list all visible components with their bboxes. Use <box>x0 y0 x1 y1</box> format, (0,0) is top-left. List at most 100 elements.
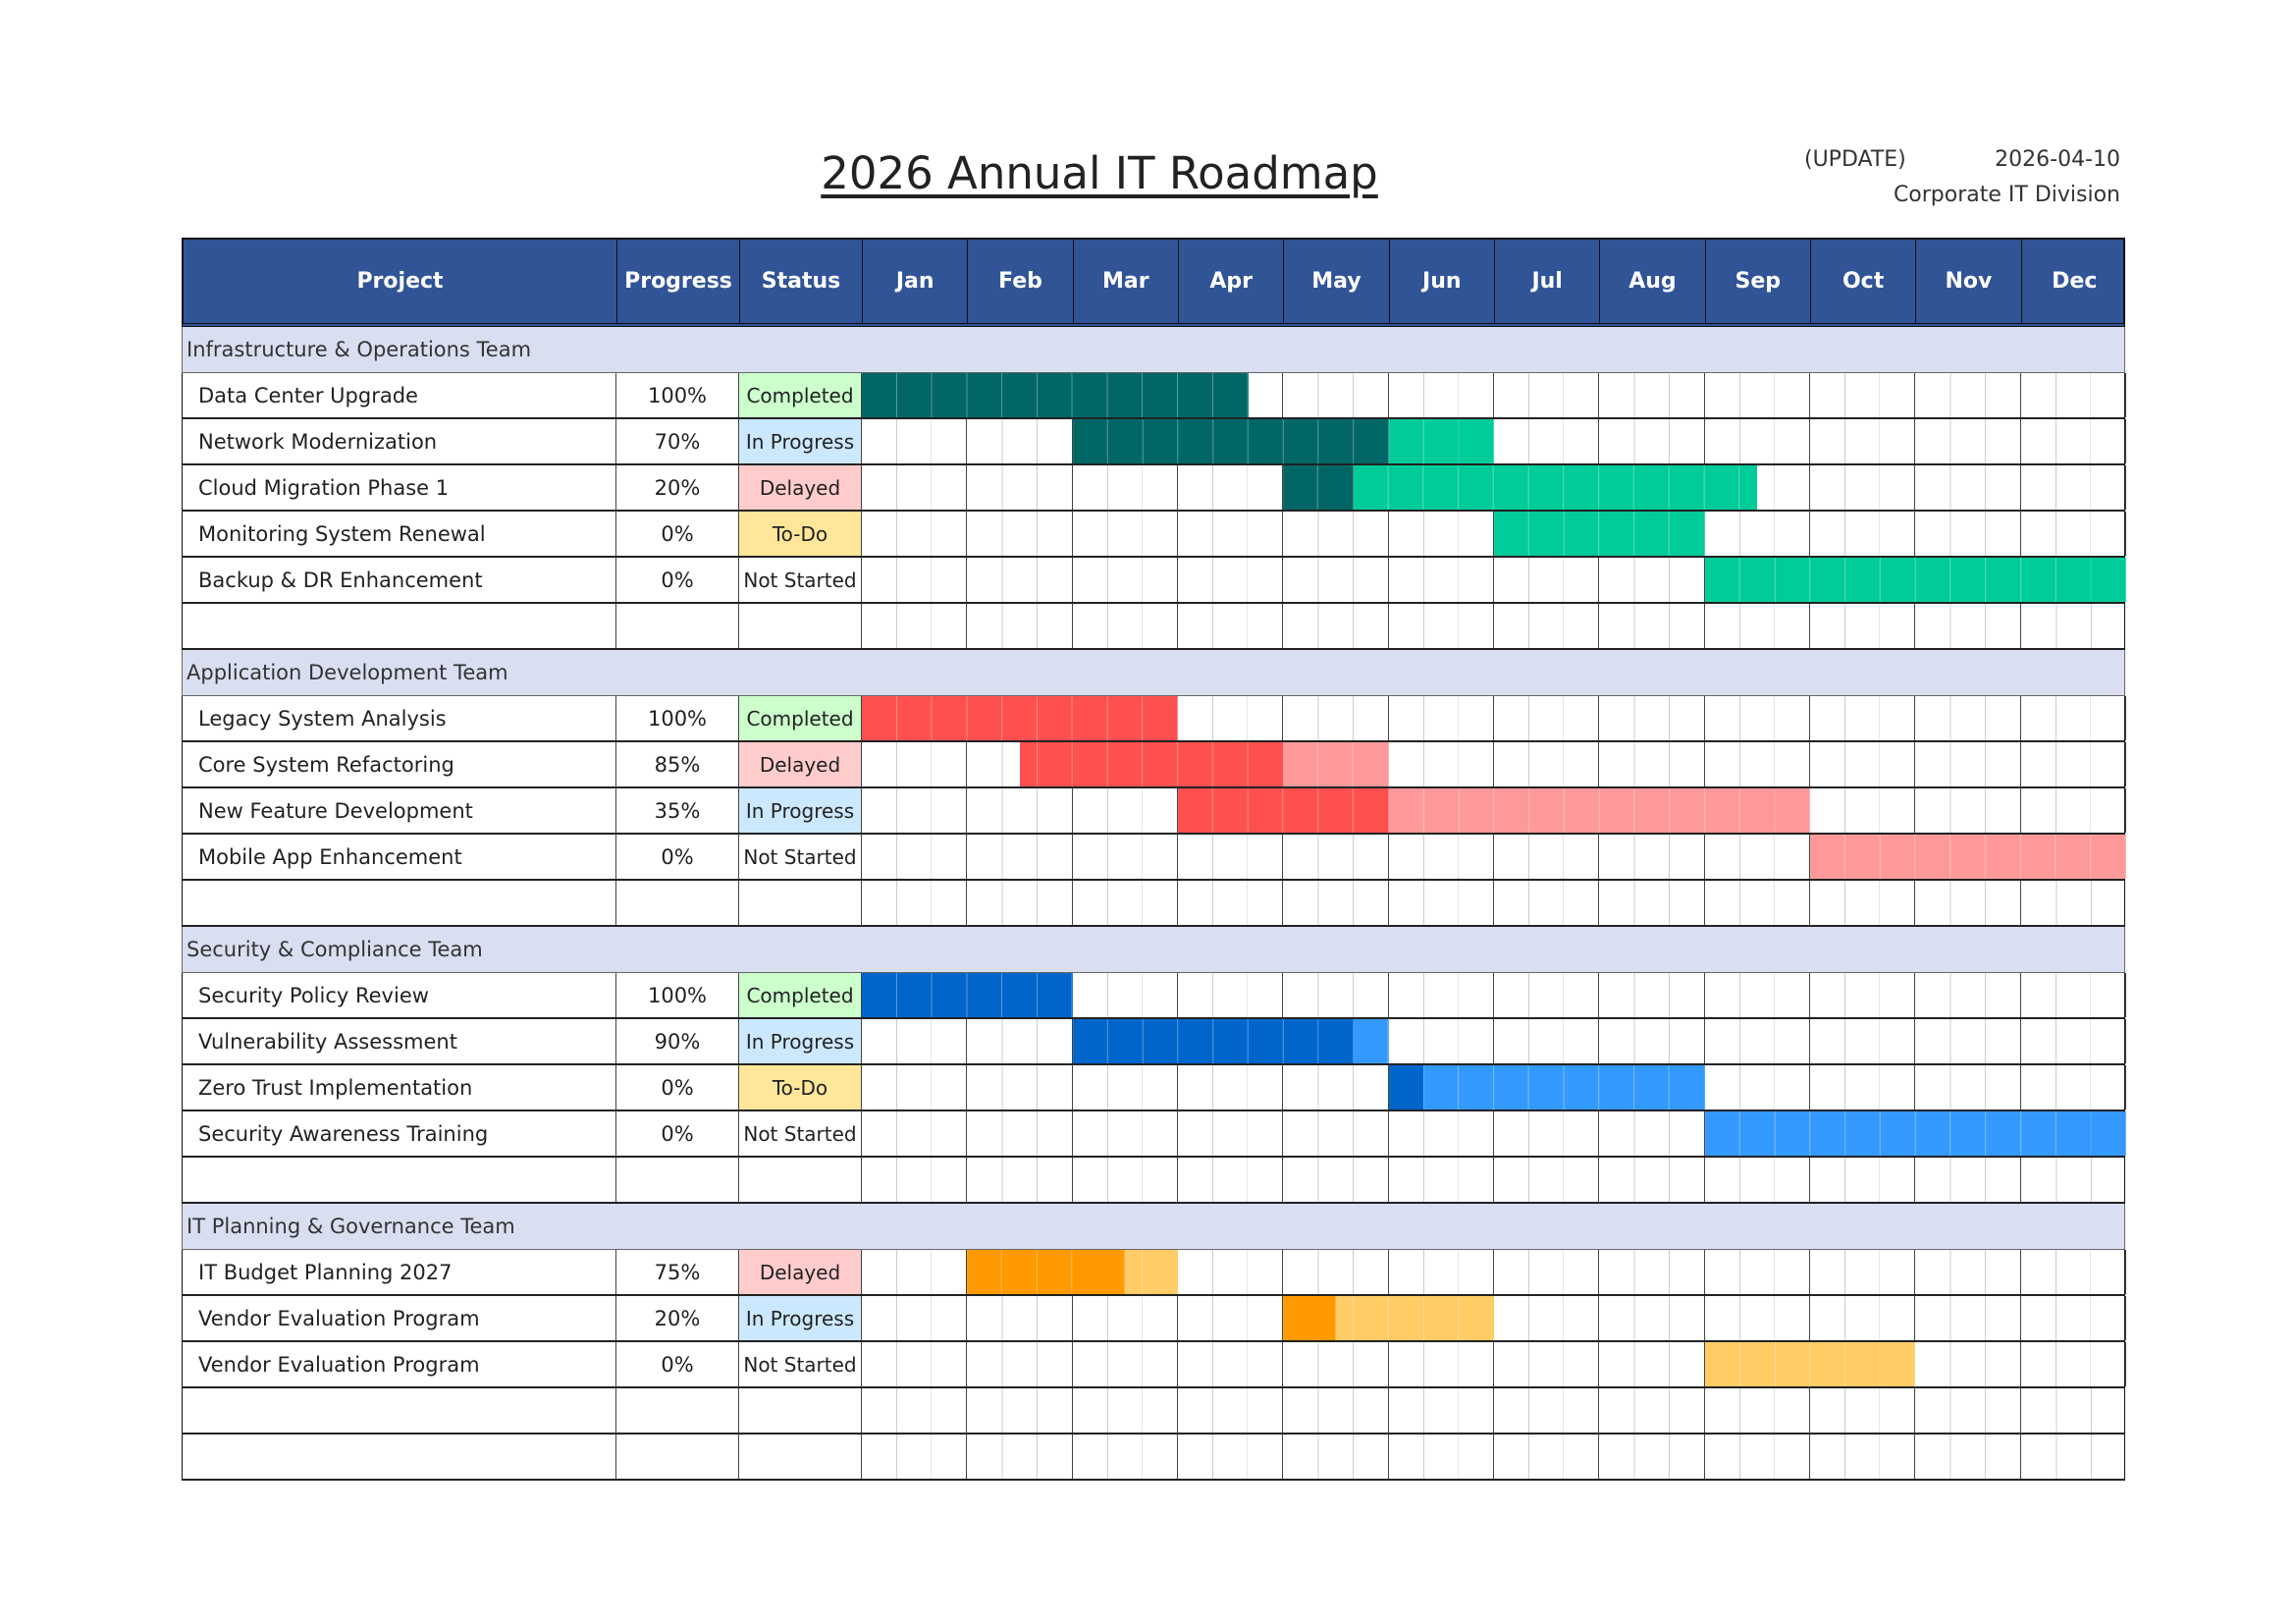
month-cell <box>1809 835 1916 879</box>
month-cell <box>1915 1435 2021 1479</box>
month-cell <box>1177 419 1284 463</box>
month-cell <box>1915 604 2021 648</box>
month-cell <box>1599 696 1705 740</box>
month-cell <box>1599 604 1705 648</box>
month-cell <box>1177 1250 1284 1294</box>
table-row: Vulnerability Assessment 90% In Progress <box>182 1019 2126 1065</box>
month-cell <box>1915 1111 2021 1156</box>
month-cell <box>862 1158 968 1202</box>
update-label: (UPDATE) <box>1804 147 1906 172</box>
month-cell <box>1177 465 1284 510</box>
month-cell <box>1177 1065 1284 1110</box>
project-name[interactable]: Monitoring System Renewal <box>183 512 616 556</box>
month-cell <box>1599 465 1705 510</box>
month-cell <box>2020 1250 2126 1294</box>
month-cell <box>967 1065 1073 1110</box>
month-cell <box>2020 696 2126 740</box>
table-row: Backup & DR Enhancement 0% Not Started <box>182 558 2126 604</box>
project-name[interactable]: Mobile App Enhancement <box>183 835 616 879</box>
progress-value: 90% <box>616 1019 739 1063</box>
month-cell <box>967 465 1073 510</box>
status-badge: To-Do <box>739 1065 862 1110</box>
project-name[interactable]: New Feature Development <box>183 788 616 833</box>
project-name[interactable]: Core System Refactoring <box>183 742 616 786</box>
month-cell <box>967 1296 1073 1340</box>
project-name[interactable] <box>183 1388 616 1433</box>
month-cell <box>1177 696 1284 740</box>
header-month-may: May <box>1284 240 1390 323</box>
header-month-feb: Feb <box>968 240 1074 323</box>
month-cell <box>1915 419 2021 463</box>
project-name[interactable]: Zero Trust Implementation <box>183 1065 616 1110</box>
month-cell <box>967 1158 1073 1202</box>
month-cell <box>1283 1250 1389 1294</box>
month-cell <box>1283 742 1389 786</box>
month-cell <box>2020 1342 2126 1386</box>
month-cell <box>1599 1019 1705 1063</box>
project-name[interactable]: Backup & DR Enhancement <box>183 558 616 602</box>
month-cell <box>1177 835 1284 879</box>
header-month-apr: Apr <box>1179 240 1285 323</box>
month-cell <box>1493 1342 1600 1386</box>
month-cell <box>862 1342 968 1386</box>
month-cell <box>1809 558 1916 602</box>
progress-value <box>616 1435 739 1479</box>
month-cell <box>1388 1342 1494 1386</box>
empty-row <box>182 1158 2126 1204</box>
month-cell <box>1388 1296 1494 1340</box>
month-cell <box>1915 1065 2021 1110</box>
month-cell <box>2020 604 2126 648</box>
month-cell <box>862 1111 968 1156</box>
project-name[interactable]: Vendor Evaluation Program <box>183 1342 616 1386</box>
progress-value <box>616 1388 739 1433</box>
month-cell <box>1388 696 1494 740</box>
month-cell <box>1809 742 1916 786</box>
header-status: Status <box>740 240 863 323</box>
month-cell <box>1072 881 1178 925</box>
progress-value <box>616 604 739 648</box>
month-cell <box>1704 512 1810 556</box>
month-cell <box>1283 1158 1389 1202</box>
month-cell <box>1493 1250 1600 1294</box>
project-name[interactable] <box>183 881 616 925</box>
project-name[interactable]: Vulnerability Assessment <box>183 1019 616 1063</box>
project-name[interactable]: Security Awareness Training <box>183 1111 616 1156</box>
month-cell <box>1388 465 1494 510</box>
project-name[interactable]: Cloud Migration Phase 1 <box>183 465 616 510</box>
month-cell <box>1283 973 1389 1017</box>
month-cell <box>1493 1158 1600 1202</box>
month-cell <box>1599 835 1705 879</box>
month-cell <box>1177 788 1284 833</box>
table-row: Core System Refactoring 85% Delayed <box>182 742 2126 788</box>
month-cell <box>1809 1065 1916 1110</box>
month-cell <box>967 1435 1073 1479</box>
month-cell <box>1493 835 1600 879</box>
month-cell <box>1072 1158 1178 1202</box>
month-cell <box>1177 1388 1284 1433</box>
division-label: Corporate IT Division <box>1893 183 2120 207</box>
month-cell <box>1072 373 1178 417</box>
project-name[interactable] <box>183 1435 616 1479</box>
project-name[interactable]: Legacy System Analysis <box>183 696 616 740</box>
project-name[interactable]: Data Center Upgrade <box>183 373 616 417</box>
month-cell <box>1915 788 2021 833</box>
status-badge: Not Started <box>739 1342 862 1386</box>
month-cell <box>1388 419 1494 463</box>
month-cell <box>1599 1250 1705 1294</box>
month-cell <box>1177 1019 1284 1063</box>
project-name[interactable] <box>183 604 616 648</box>
month-cell <box>2020 973 2126 1017</box>
month-cell <box>1388 835 1494 879</box>
progress-value: 70% <box>616 419 739 463</box>
status-badge <box>739 1435 862 1479</box>
month-cell <box>1072 788 1178 833</box>
project-name[interactable]: Vendor Evaluation Program <box>183 1296 616 1340</box>
project-name[interactable]: IT Budget Planning 2027 <box>183 1250 616 1294</box>
header-progress: Progress <box>617 240 740 323</box>
project-name[interactable]: Network Modernization <box>183 419 616 463</box>
month-cell <box>1283 1019 1389 1063</box>
project-name[interactable] <box>183 1158 616 1202</box>
project-name[interactable]: Security Policy Review <box>183 973 616 1017</box>
empty-row <box>182 1388 2126 1435</box>
header-month-jan: Jan <box>863 240 969 323</box>
